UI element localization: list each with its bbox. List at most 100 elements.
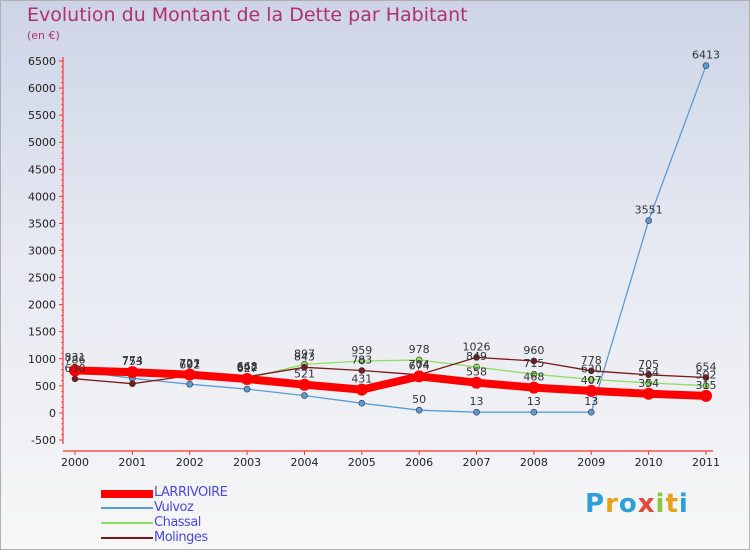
legend-label: Molinges [154,530,208,545]
y-tick-label: 3500 [28,217,56,230]
data-point-chassal [587,376,595,383]
data-label: 407 [581,374,602,387]
logo-letter: o [618,489,638,519]
data-point-molinges [71,375,79,383]
y-tick-label: 4500 [28,163,56,176]
data-point-vulvoz [702,62,710,70]
data-point-molinges [587,367,595,375]
chart-title: Evolution du Montant de la Dette par Hab… [27,4,468,26]
data-point-vulvoz [415,406,423,414]
data-point-larrivoire [700,389,712,402]
chart-unit: (en €) [27,29,60,42]
x-tick-label: 2008 [520,456,548,469]
y-tick-label: 6000 [28,82,56,95]
x-tick-label: 2000 [61,456,89,469]
logo-letter: t [665,489,679,519]
data-point-vulvoz [301,392,308,399]
data-label: 630 [65,362,86,375]
data-label: 668 [237,360,258,373]
data-point-vulvoz [473,408,480,416]
x-tick-label: 2009 [577,456,605,469]
series-line-larrivoire [71,366,710,400]
logo-letter: i [655,489,666,519]
data-label: 431 [351,373,372,386]
data-point-chassal [415,356,423,364]
data-label: 654 [696,361,717,374]
data-label: 3551 [635,204,663,217]
y-tick-label: 5000 [28,136,56,149]
data-label: 468 [523,371,544,384]
data-label: 753 [122,355,143,368]
logo-letter: r [605,489,619,519]
data-point-molinges [702,374,710,381]
data-point-larrivoire [241,372,254,385]
x-tick-label: 2006 [405,456,433,469]
data-label: 13 [470,395,484,408]
x-tick-label: 2003 [233,456,261,469]
data-label: 849 [466,350,487,363]
data-label: 778 [581,354,602,367]
data-point-chassal [358,357,366,365]
legend-swatch [101,537,153,539]
y-tick-label: 2500 [28,272,56,285]
data-label: 6413 [692,49,720,62]
legend-label: LARRIVOIRE [154,485,228,500]
data-label: 705 [638,358,659,371]
x-tick-label: 2007 [463,456,491,469]
data-point-larrivoire [126,366,139,379]
data-label: 315 [696,379,717,392]
data-label: 1026 [463,340,491,353]
data-label: 674 [409,359,430,372]
y-tick-label: 0 [49,407,56,420]
data-label: 704 [409,358,430,371]
data-point-larrivoire [298,378,311,391]
data-point-chassal [645,379,652,387]
data-label: 831 [65,351,86,364]
logo-letter: i [678,489,689,519]
data-label: 774 [122,354,143,367]
x-tick-label: 2011 [692,456,720,469]
data-label: 13 [527,395,541,408]
x-tick-label: 2001 [118,456,146,469]
data-label: 692 [179,358,200,371]
data-point-chassal [702,382,710,390]
data-label: 502 [696,369,717,382]
data-point-molinges [530,357,538,365]
data-label: 627 [237,362,258,375]
data-point-larrivoire [355,383,368,396]
data-label: 978 [409,343,430,356]
x-tick-label: 2002 [176,456,204,469]
data-label: 786 [65,353,86,366]
logo-letter: x [637,489,656,519]
y-tick-label: 500 [35,380,56,393]
data-point-vulvoz [587,408,595,416]
data-label: 707 [179,358,200,371]
data-point-larrivoire [413,370,426,383]
data-point-molinges [645,371,652,379]
legend-label: Chassal [154,515,201,530]
data-label: 959 [351,344,372,357]
data-point-vulvoz [243,385,251,393]
data-point-molinges [358,367,366,374]
data-label: 715 [523,357,544,370]
data-point-larrivoire [69,364,81,377]
legend-swatch [101,522,153,524]
data-point-vulvoz [530,408,538,416]
data-label: 354 [638,377,659,390]
data-point-molinges [301,363,308,371]
y-tick-label: -500 [31,434,56,447]
data-point-vulvoz [358,399,366,407]
x-tick-label: 2010 [635,456,663,469]
y-tick-label: 5500 [28,109,56,122]
data-label: 554 [638,366,659,379]
data-label: 721 [179,357,200,370]
data-point-larrivoire [527,381,540,394]
x-tick-label: 2004 [290,456,318,469]
logo-letter: P [585,489,606,519]
data-point-larrivoire [585,384,598,397]
data-label: 13 [584,395,598,408]
data-point-vulvoz [645,217,652,224]
data-point-vulvoz [186,380,194,388]
